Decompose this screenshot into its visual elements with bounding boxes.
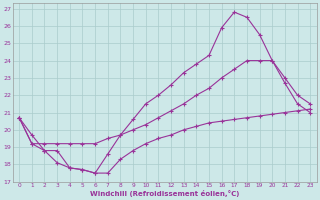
- X-axis label: Windchill (Refroidissement éolien,°C): Windchill (Refroidissement éolien,°C): [90, 190, 239, 197]
